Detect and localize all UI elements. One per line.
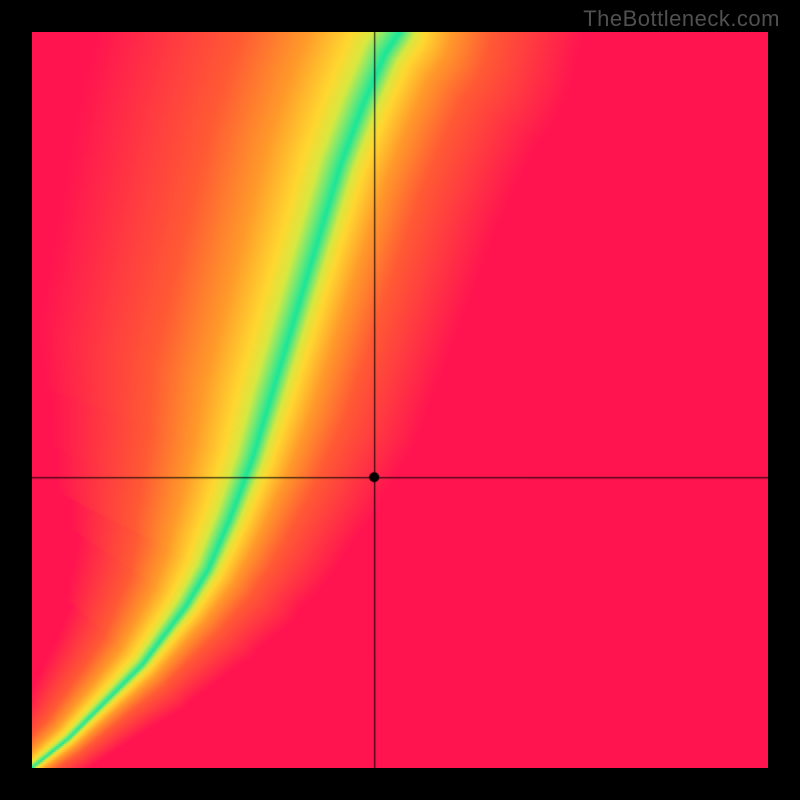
watermark-text: TheBottleneck.com [583,6,780,32]
chart-container: TheBottleneck.com [0,0,800,800]
heatmap-canvas [32,32,768,768]
plot-area [32,32,768,768]
